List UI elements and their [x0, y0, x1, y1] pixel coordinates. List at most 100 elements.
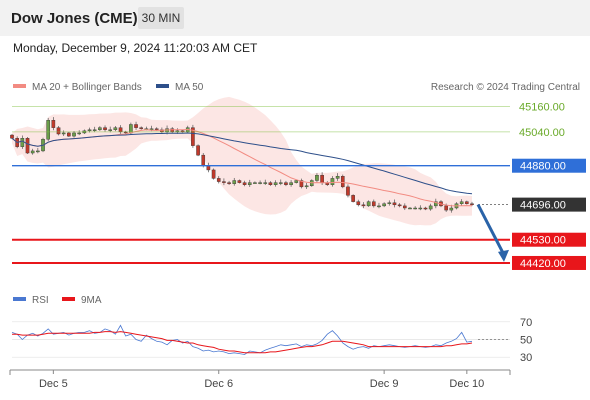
candle: [46, 117, 50, 142]
candle-body: [361, 204, 366, 207]
candle: [108, 126, 113, 133]
level-label-0: 45160.00: [519, 102, 565, 114]
candle: [397, 203, 402, 208]
candle-body: [408, 207, 412, 210]
candle: [232, 177, 237, 186]
credit-text: Research © 2024 Trading Central: [431, 82, 580, 93]
candle-body: [149, 128, 154, 130]
rsima-legend-label: 9MA: [81, 295, 102, 306]
candle-body: [263, 182, 268, 184]
candle-body: [67, 132, 71, 137]
rsi-line: [11, 324, 473, 355]
candle: [278, 179, 283, 186]
candle-body: [418, 207, 423, 210]
candle-body: [139, 127, 144, 129]
candle-body: [196, 145, 200, 156]
candle-body: [232, 180, 237, 184]
ma50-line: [11, 132, 473, 195]
candle-body: [46, 120, 50, 140]
bollinger-fill: [12, 96, 472, 226]
candle: [392, 199, 397, 208]
level-label-5: 44420.00: [520, 258, 566, 270]
candle-body: [273, 182, 278, 185]
candle-body: [247, 182, 252, 185]
ma50-legend-label: MA 50: [175, 82, 204, 93]
timestamp: Monday, December 9, 2024 11:20:03 AM CET: [13, 41, 258, 55]
candle-body: [428, 205, 433, 210]
candle-body: [330, 178, 335, 185]
candle: [387, 200, 392, 206]
moving-averages: [11, 128, 473, 207]
candle: [103, 125, 107, 132]
candle-body: [77, 132, 81, 135]
candle-body: [268, 182, 273, 185]
candle: [351, 194, 355, 203]
candle: [67, 131, 71, 137]
candle: [77, 130, 81, 136]
candle-body: [113, 127, 118, 130]
instrument-title: Dow Jones (CME): [11, 10, 138, 27]
rsima-legend-swatch: [62, 297, 75, 301]
candle: [382, 202, 386, 208]
candle-body: [340, 176, 345, 188]
candle: [428, 203, 433, 211]
candle-body: [87, 129, 92, 132]
x-tick-label: Dec 10: [449, 378, 484, 390]
candle-body: [377, 205, 381, 208]
candle: [263, 179, 268, 185]
candle-body: [237, 180, 242, 183]
candle-body: [371, 201, 376, 207]
level-label-3: 44696.00: [520, 200, 566, 212]
candle: [304, 183, 309, 190]
candle-body: [289, 182, 293, 185]
candle: [227, 180, 231, 186]
level-label-1: 45040.00: [519, 127, 565, 139]
candle: [315, 173, 319, 183]
rsi-legend-swatch: [13, 297, 26, 301]
candle: [98, 126, 102, 131]
candle: [237, 179, 242, 184]
candle: [134, 121, 138, 130]
candle: [340, 174, 345, 189]
candle-body: [413, 207, 417, 210]
rsi-ma-line: [12, 331, 473, 354]
candle-body: [335, 176, 340, 179]
rsi-panel: 70 50 30: [11, 317, 532, 364]
level-label-4: 44530.00: [520, 235, 566, 247]
candle: [289, 180, 293, 187]
forecast-arrow: [476, 203, 509, 262]
candle: [36, 147, 40, 154]
candle-body: [253, 182, 257, 184]
header-bar: Dow Jones (CME) 30 MIN: [0, 0, 590, 36]
candle: [92, 126, 97, 133]
candle-body: [211, 169, 216, 179]
candle-body: [201, 154, 206, 166]
candle-body: [227, 182, 231, 184]
candle-body: [366, 201, 371, 207]
candle: [366, 200, 371, 207]
candle-body: [387, 202, 392, 204]
candle-body: [434, 201, 438, 207]
rsi-legend: RSI 9MA: [13, 295, 102, 306]
candle-body: [242, 182, 247, 185]
bollinger-band: [12, 96, 472, 226]
candle-body: [465, 201, 469, 204]
candle: [30, 148, 35, 155]
timeframe-badge[interactable]: 30 MIN: [138, 7, 184, 29]
candle-body: [320, 175, 324, 183]
candle-body: [459, 201, 464, 204]
candle: [273, 180, 278, 187]
candle: [196, 144, 200, 157]
candle-body: [397, 204, 402, 207]
candle-body: [423, 207, 428, 210]
bb-legend-swatch: [13, 84, 26, 88]
rsi-legend-label: RSI: [32, 295, 49, 306]
rsi-tick-label: 30: [520, 352, 532, 364]
candle-body: [30, 150, 35, 154]
candle-body: [470, 203, 474, 205]
candle: [56, 125, 61, 136]
candle: [253, 181, 257, 184]
candle-body: [222, 181, 226, 183]
candle: [211, 168, 216, 180]
